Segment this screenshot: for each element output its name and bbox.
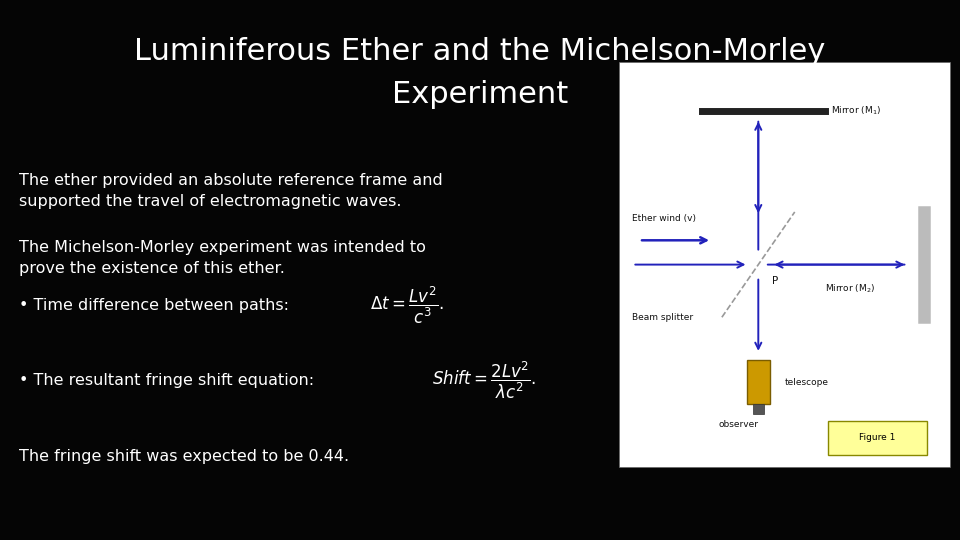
Text: • The resultant fringe shift equation:: • The resultant fringe shift equation: xyxy=(19,373,320,388)
Text: $\Delta t = \dfrac{Lv^2}{c^3}.$: $\Delta t = \dfrac{Lv^2}{c^3}.$ xyxy=(370,285,444,326)
Bar xyxy=(828,421,927,455)
Text: Mirror (M$_1$): Mirror (M$_1$) xyxy=(831,104,881,117)
Text: $\mathit{Shift} = \dfrac{2Lv^2}{\lambda c^2}.$: $\mathit{Shift} = \dfrac{2Lv^2}{\lambda … xyxy=(432,360,537,401)
Bar xyxy=(747,360,770,404)
Text: Mirror (M$_2$): Mirror (M$_2$) xyxy=(825,282,875,295)
Text: telescope: telescope xyxy=(784,377,828,387)
Text: Luminiferous Ether and the Michelson-Morley: Luminiferous Ether and the Michelson-Mor… xyxy=(134,37,826,66)
Bar xyxy=(753,404,764,415)
Text: P: P xyxy=(772,276,778,286)
Text: observer: observer xyxy=(718,420,758,429)
Bar xyxy=(619,62,950,467)
Text: • Time difference between paths:: • Time difference between paths: xyxy=(19,298,295,313)
Text: Figure 1: Figure 1 xyxy=(859,433,896,442)
Text: Experiment: Experiment xyxy=(392,80,568,109)
Text: The Michelson-Morley experiment was intended to
prove the existence of this ethe: The Michelson-Morley experiment was inte… xyxy=(19,240,426,276)
Text: Beam splitter: Beam splitter xyxy=(633,313,693,322)
Text: The fringe shift was expected to be 0.44.: The fringe shift was expected to be 0.44… xyxy=(19,449,349,464)
Text: Ether wind (v): Ether wind (v) xyxy=(633,213,696,222)
Text: The ether provided an absolute reference frame and
supported the travel of elect: The ether provided an absolute reference… xyxy=(19,173,443,209)
